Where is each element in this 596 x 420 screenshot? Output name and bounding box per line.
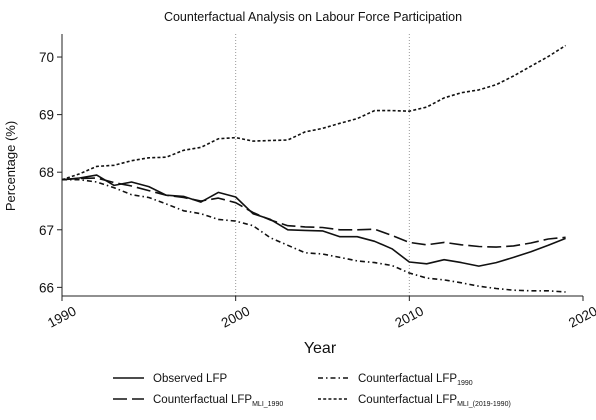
axes [61,34,583,297]
ticks: 66 67 68 69 70 1990 2000 2010 2020 [39,50,596,331]
legend-label-1: Observed LFP [153,373,227,385]
y-tick-label: 69 [39,108,54,123]
x-tick-label: 2000 [219,303,253,330]
series-line-4 [61,44,567,181]
y-tick-label: 67 [39,223,54,238]
legend-label-3: Counterfactual LFP1990 [358,373,473,387]
chart-title: Counterfactual Analysis on Labour Force … [164,10,462,24]
y-tick-label: 70 [39,50,54,65]
series-line-1 [61,174,566,267]
legend: Observed LFP Counterfactual LFPMLI_1990 Co… [113,373,511,408]
x-tick-label: 2020 [566,303,596,330]
series-line-2 [61,177,566,248]
series-layer [61,44,567,293]
y-axis-title: Percentage (%) [3,121,18,211]
legend-label-4: Counterfactual LFPMLI_(2019-1990) [358,394,511,408]
series-line-3 [62,178,566,293]
y-tick-label: 68 [39,165,54,180]
x-tick-label: 1990 [45,303,79,330]
grid [235,34,410,296]
y-tick-label: 66 [39,280,54,295]
legend-label-2: Counterfactual LFPMLI_1990 [153,394,283,408]
x-axis-title: Year [304,340,337,357]
x-tick-label: 2010 [392,303,426,330]
